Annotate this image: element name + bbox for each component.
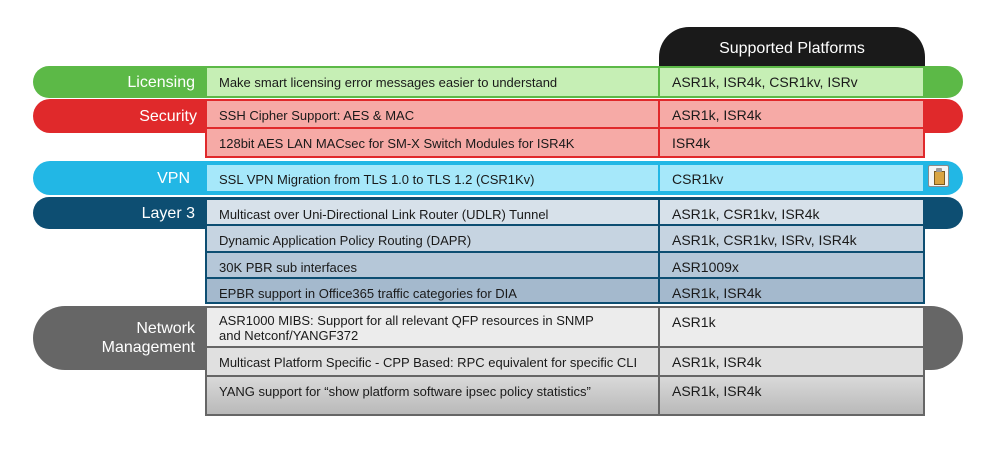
supported-platforms-title: Supported Platforms <box>719 40 865 57</box>
clipboard-icon[interactable] <box>928 165 949 187</box>
platform-text: ISR4k <box>672 135 711 151</box>
platform-text: ASR1k, ISR4k <box>672 107 762 123</box>
feature-cell: ASR1000 MIBS: Support for all relevant Q… <box>205 306 660 348</box>
category-network-management: Network Management <box>40 306 195 370</box>
feature-cell: EPBR support in Office365 traffic catego… <box>205 279 660 304</box>
feature-text: Dynamic Application Policy Routing (DAPR… <box>219 233 472 248</box>
category-licensing: Licensing <box>40 66 195 98</box>
platform-text: ASR1k, ISR4k <box>672 354 762 370</box>
platform-cell: ASR1k <box>660 306 925 348</box>
feature-text: SSH Cipher Support: AES & MAC <box>219 108 415 123</box>
platform-text: ASR1k, CSR1kv, ISRv, ISR4k <box>672 232 857 248</box>
feature-text: ASR1000 MIBS: Support for all relevant Q… <box>219 313 594 328</box>
platform-cell: ASR1k, ISR4k <box>660 99 925 129</box>
platform-text: ASR1009x <box>672 259 739 275</box>
category-label: VPN <box>157 169 190 187</box>
feature-text: YANG support for “show platform software… <box>219 384 591 399</box>
feature-cell: Make smart licensing error messages easi… <box>205 66 660 98</box>
feature-cell: 30K PBR sub interfaces <box>205 253 660 279</box>
category-label: Network <box>136 320 195 337</box>
feature-text: 30K PBR sub interfaces <box>219 260 358 275</box>
category-label: Security <box>139 107 197 125</box>
feature-cell: SSL VPN Migration from TLS 1.0 to TLS 1.… <box>205 163 660 193</box>
category-label: Management <box>101 339 195 356</box>
platform-text: ASR1k <box>672 314 716 330</box>
feature-cell: SSH Cipher Support: AES & MAC <box>205 99 660 129</box>
platform-cell: ASR1k, CSR1kv, ISR4k <box>660 198 925 226</box>
platform-cell: ASR1k, ISR4k <box>660 348 925 377</box>
platform-text: ASR1k, ISR4k <box>672 285 762 301</box>
platform-text: ASR1k, ISR4k, CSR1kv, ISRv <box>672 74 858 90</box>
feature-text: and Netconf/YANGF372 <box>219 328 359 343</box>
platform-cell: ASR1k, ISR4k <box>660 279 925 304</box>
feature-text: Make smart licensing error messages easi… <box>219 75 558 90</box>
platform-text: ASR1k, CSR1kv, ISR4k <box>672 206 820 222</box>
category-layer-3: Layer 3 <box>40 197 195 229</box>
category-label: Licensing <box>127 73 195 91</box>
feature-text: 128bit AES LAN MACsec for SM-X Switch Mo… <box>219 136 575 151</box>
platform-cell: ASR1k, ISR4k, CSR1kv, ISRv <box>660 66 925 98</box>
category-label: Layer 3 <box>141 204 195 222</box>
platform-cell: CSR1kv <box>660 163 925 193</box>
feature-cell: 128bit AES LAN MACsec for SM-X Switch Mo… <box>205 129 660 158</box>
feature-text: SSL VPN Migration from TLS 1.0 to TLS 1.… <box>219 172 535 187</box>
supported-platforms-header: Supported Platforms <box>659 27 925 69</box>
platform-cell: ISR4k <box>660 129 925 158</box>
feature-cell: Multicast over Uni-Directional Link Rout… <box>205 198 660 226</box>
category-vpn: VPN <box>40 161 190 195</box>
platform-text: CSR1kv <box>672 171 724 187</box>
feature-cell: Multicast Platform Specific - CPP Based:… <box>205 348 660 377</box>
platform-cell: ASR1009x <box>660 253 925 279</box>
platform-cell: ASR1k, ISR4k <box>660 377 925 416</box>
feature-text: Multicast Platform Specific - CPP Based:… <box>219 355 638 370</box>
feature-text: EPBR support in Office365 traffic catego… <box>219 286 517 301</box>
category-security: Security <box>40 99 197 133</box>
platform-cell: ASR1k, CSR1kv, ISRv, ISR4k <box>660 226 925 253</box>
feature-cell: YANG support for “show platform software… <box>205 377 660 416</box>
feature-text: Multicast over Uni-Directional Link Rout… <box>219 207 549 222</box>
platform-text: ASR1k, ISR4k <box>672 383 762 399</box>
feature-cell: Dynamic Application Policy Routing (DAPR… <box>205 226 660 253</box>
